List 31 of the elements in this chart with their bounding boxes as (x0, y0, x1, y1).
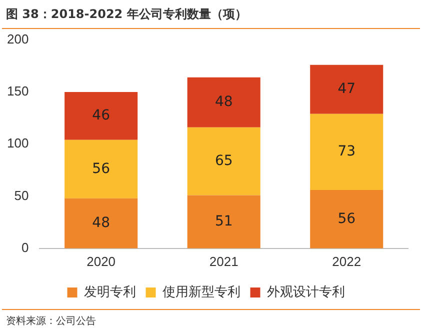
text: 资料来源：公司公告 (2, 309, 420, 328)
bar (64, 140, 138, 198)
x-tick-label: 2021 (209, 254, 238, 269)
bar (64, 198, 138, 248)
data-label: 56 (92, 160, 110, 177)
bar (187, 195, 260, 248)
bar (310, 190, 384, 248)
data-label: 56 (338, 210, 356, 227)
chart-title: 图 38：2018-2022 年公司专利数量（项） (2, 0, 420, 29)
data-label: 51 (214, 213, 233, 230)
y-tick-label: 200 (6, 31, 29, 46)
y-tick-label: 50 (14, 188, 29, 203)
x-tick-label: 2020 (86, 254, 116, 269)
x-tick-label: 2022 (332, 254, 362, 269)
bar (187, 77, 260, 128)
y-tick-label: 0 (21, 240, 29, 255)
y-tick-label: 150 (6, 84, 29, 99)
data-label: 48 (214, 94, 233, 110)
data-label: 73 (338, 144, 356, 160)
data-label: 65 (214, 152, 233, 169)
bar (64, 92, 138, 140)
data-label: 48 (92, 215, 110, 232)
legend-label: 发明专利 (84, 284, 136, 300)
legend-label: 外观设计专利 (266, 284, 345, 300)
legend-label: 使用新型专利 (162, 284, 240, 300)
bar (310, 64, 384, 114)
data-label: 46 (92, 108, 110, 124)
y-tick-label: 100 (6, 136, 29, 151)
bar (310, 114, 384, 190)
data-label: 47 (338, 80, 356, 97)
bar (187, 127, 260, 196)
